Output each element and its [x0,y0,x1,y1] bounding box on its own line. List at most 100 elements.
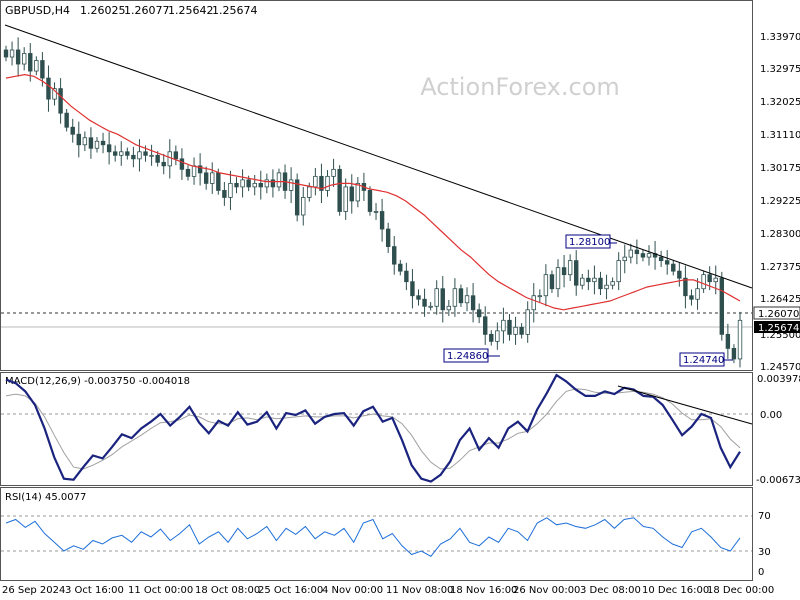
candle [537,295,543,298]
x-tick: 4 Nov 00:00 [322,585,383,596]
ohlc-close: 1.25674 [212,4,258,17]
candle [470,295,476,311]
y-tick: 1.32975 [760,64,800,75]
candle [622,256,627,262]
trendline[interactable] [4,24,753,289]
rsi-y-tick: 0 [758,567,764,578]
x-tick: 25 Oct 16:00 [258,585,323,596]
rsi-y-tick: 70 [758,511,771,522]
candle [616,260,621,283]
y-tick: 1.28300 [760,229,800,240]
candle [294,179,300,216]
candle [167,151,172,167]
candle [94,140,100,149]
macd-y-tick: 0.003978 [757,374,800,385]
candle [179,158,185,170]
candle [58,88,63,114]
candle [458,288,464,304]
candle [373,211,379,213]
current-price-tag-text: 1.25674 [758,323,799,334]
price-symbol-title: GBPUSD,H4 [5,4,70,17]
watermark-text: ActionForex.com [420,73,620,101]
candle [725,333,731,349]
candle [313,175,318,188]
macd-trendline[interactable] [617,385,753,425]
x-tick: 3 Dec 08:00 [580,585,641,596]
macd-y-tick: -0.006732 [756,475,800,486]
candle [628,249,634,258]
candle [580,277,585,286]
candle [410,281,415,297]
candle [15,49,21,65]
price-y-axis: 1.33970 1.32975 1.32025 1.31110 1.30175 … [760,32,800,373]
candle [525,309,530,335]
candle [319,175,324,191]
candle [665,260,670,265]
candle [422,298,427,307]
macd-pane[interactable] [0,372,753,486]
candle [301,197,306,216]
candle [106,144,112,153]
candle [707,274,712,283]
candle [119,151,124,156]
candle [228,182,233,198]
candle [428,305,433,308]
candle [355,182,361,202]
candle [234,182,239,188]
candle [70,126,75,135]
candle [483,316,488,335]
resistance-price-tag [753,306,800,320]
candle [464,295,470,304]
rsi-line [5,517,741,557]
candle [592,277,597,283]
rsi-title: RSI(14) 45.0077 [5,492,86,503]
candle [264,179,270,188]
moving-average-line [5,73,741,311]
candle [325,175,330,191]
candle [149,154,154,157]
macd-title: MACD(12,26,9) -0.003750 -0.004018 [5,376,190,387]
candle [367,190,373,212]
macd-line [5,373,741,483]
candle [701,274,706,290]
candle [252,182,257,188]
candle [240,179,245,188]
candle [392,246,397,265]
candle [3,49,9,58]
candle [404,270,409,283]
macd-y-tick: 0.00 [760,410,782,421]
x-tick: 11 Oct 00:00 [128,585,193,596]
annotation-high-label: 1.28100 [569,237,610,248]
candle [677,270,682,279]
candle [349,186,354,202]
candle [21,53,27,65]
candle [76,133,81,146]
candle [519,326,524,335]
y-tick: 1.25500 [760,330,800,341]
y-tick: 1.32025 [760,97,800,108]
rsi-pane[interactable] [0,487,753,581]
x-tick: 18 Nov 16:00 [450,585,517,596]
y-tick: 1.29225 [760,196,800,207]
y-tick: 1.30175 [760,163,800,174]
candle [513,326,518,335]
annotation-low-2: 1.24740 [679,352,733,367]
y-tick: 1.27375 [760,262,800,273]
resistance-price-tag-text: 1.26070 [758,309,799,320]
candle [495,330,500,342]
candle [398,263,403,272]
x-tick: 26 Nov 00:00 [513,585,580,596]
candle [143,151,148,156]
candle [34,60,39,72]
candle [210,172,215,184]
candle [689,295,694,300]
candle [489,333,494,342]
candle [719,277,725,335]
candle [567,260,573,276]
price-pane[interactable] [0,0,753,371]
candle [203,172,209,184]
candle [88,137,94,149]
y-tick: 1.33970 [760,32,800,43]
candle [155,154,160,163]
candle [82,137,88,146]
